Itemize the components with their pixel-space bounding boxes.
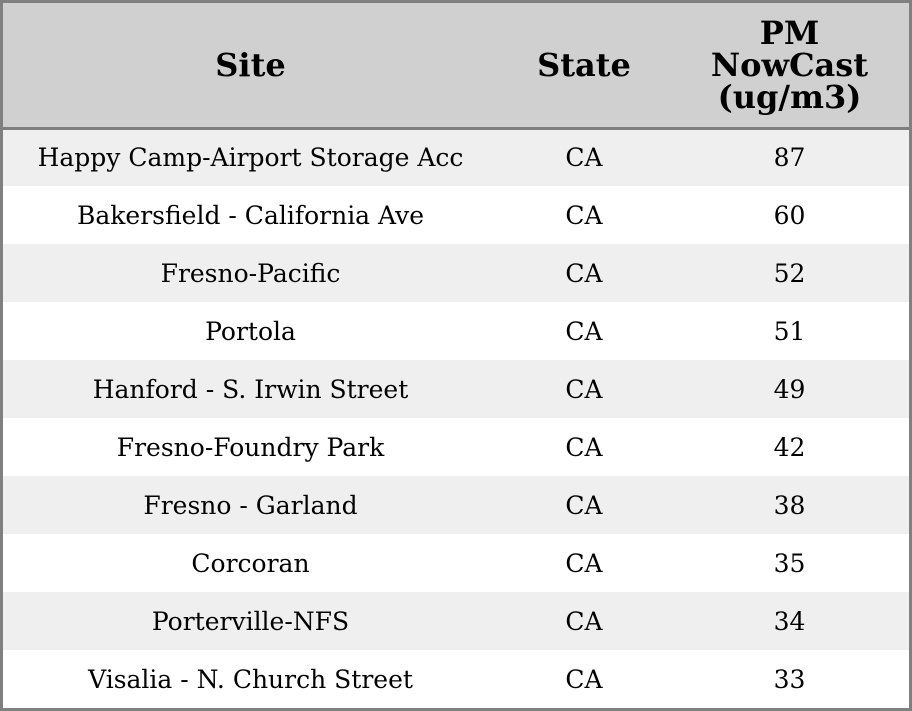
table-row: Fresno-Foundry Park CA 42 <box>3 418 909 476</box>
cell-state: CA <box>565 258 603 288</box>
cell-state: CA <box>565 200 603 230</box>
cell-site: Bakersfield - California Ave <box>77 200 424 230</box>
column-header-state: State <box>498 3 670 130</box>
cell-pm-nowcast: 42 <box>773 432 806 462</box>
table-row: Corcoran CA 35 <box>3 534 909 592</box>
cell-site: Visalia - N. Church Street <box>88 664 413 694</box>
table-row: Porterville-NFS CA 34 <box>3 592 909 650</box>
table-row: Portola CA 51 <box>3 302 909 360</box>
table-body: Happy Camp-Airport Storage Acc CA 87 Bak… <box>3 128 909 708</box>
table-row: Visalia - N. Church Street CA 33 <box>3 650 909 708</box>
cell-pm-nowcast: 60 <box>773 200 806 230</box>
cell-site: Happy Camp-Airport Storage Acc <box>37 143 464 173</box>
cell-pm-nowcast: 51 <box>773 316 806 346</box>
cell-state: CA <box>565 606 603 636</box>
cell-site: Fresno-Foundry Park <box>116 432 385 462</box>
cell-state: CA <box>565 490 603 520</box>
cell-pm-nowcast: 52 <box>773 258 806 288</box>
cell-site: Fresno-Pacific <box>160 258 341 288</box>
column-header-pm-line1: PM <box>759 13 820 52</box>
table-row: Bakersfield - California Ave CA 60 <box>3 186 909 244</box>
cell-pm-nowcast: 35 <box>773 548 806 578</box>
cell-site: Fresno - Garland <box>143 490 358 520</box>
table-row: Happy Camp-Airport Storage Acc CA 87 <box>3 128 909 186</box>
cell-pm-nowcast: 33 <box>773 664 806 694</box>
header-row: Site State PM NowCast (ug/m3) <box>3 3 909 130</box>
cell-pm-nowcast: 87 <box>773 143 806 173</box>
cell-site: Porterville-NFS <box>151 606 350 636</box>
cell-pm-nowcast: 49 <box>773 374 806 404</box>
cell-state: CA <box>565 548 603 578</box>
cell-site: Hanford - S. Irwin Street <box>92 374 409 404</box>
cell-state: CA <box>565 143 603 173</box>
table-header: Site State PM NowCast (ug/m3) <box>3 3 909 130</box>
cell-state: CA <box>565 664 603 694</box>
cell-site: Portola <box>205 316 296 346</box>
column-header-pm-nowcast: PM NowCast (ug/m3) <box>670 3 909 130</box>
cell-state: CA <box>565 432 603 462</box>
table-row: Hanford - S. Irwin Street CA 49 <box>3 360 909 418</box>
column-header-pm-line2: NowCast <box>710 45 869 84</box>
cell-site: Corcoran <box>191 548 310 578</box>
cell-state: CA <box>565 374 603 404</box>
column-header-site: Site <box>3 3 498 130</box>
cell-state: CA <box>565 316 603 346</box>
cell-pm-nowcast: 34 <box>773 606 806 636</box>
table-row: Fresno-Pacific CA 52 <box>3 244 909 302</box>
column-header-pm-line3: (ug/m3) <box>717 77 862 116</box>
cell-pm-nowcast: 38 <box>773 490 806 520</box>
pm-nowcast-table: Site State PM NowCast (ug/m3) Happy Camp… <box>3 3 909 708</box>
table-row: Fresno - Garland CA 38 <box>3 476 909 534</box>
